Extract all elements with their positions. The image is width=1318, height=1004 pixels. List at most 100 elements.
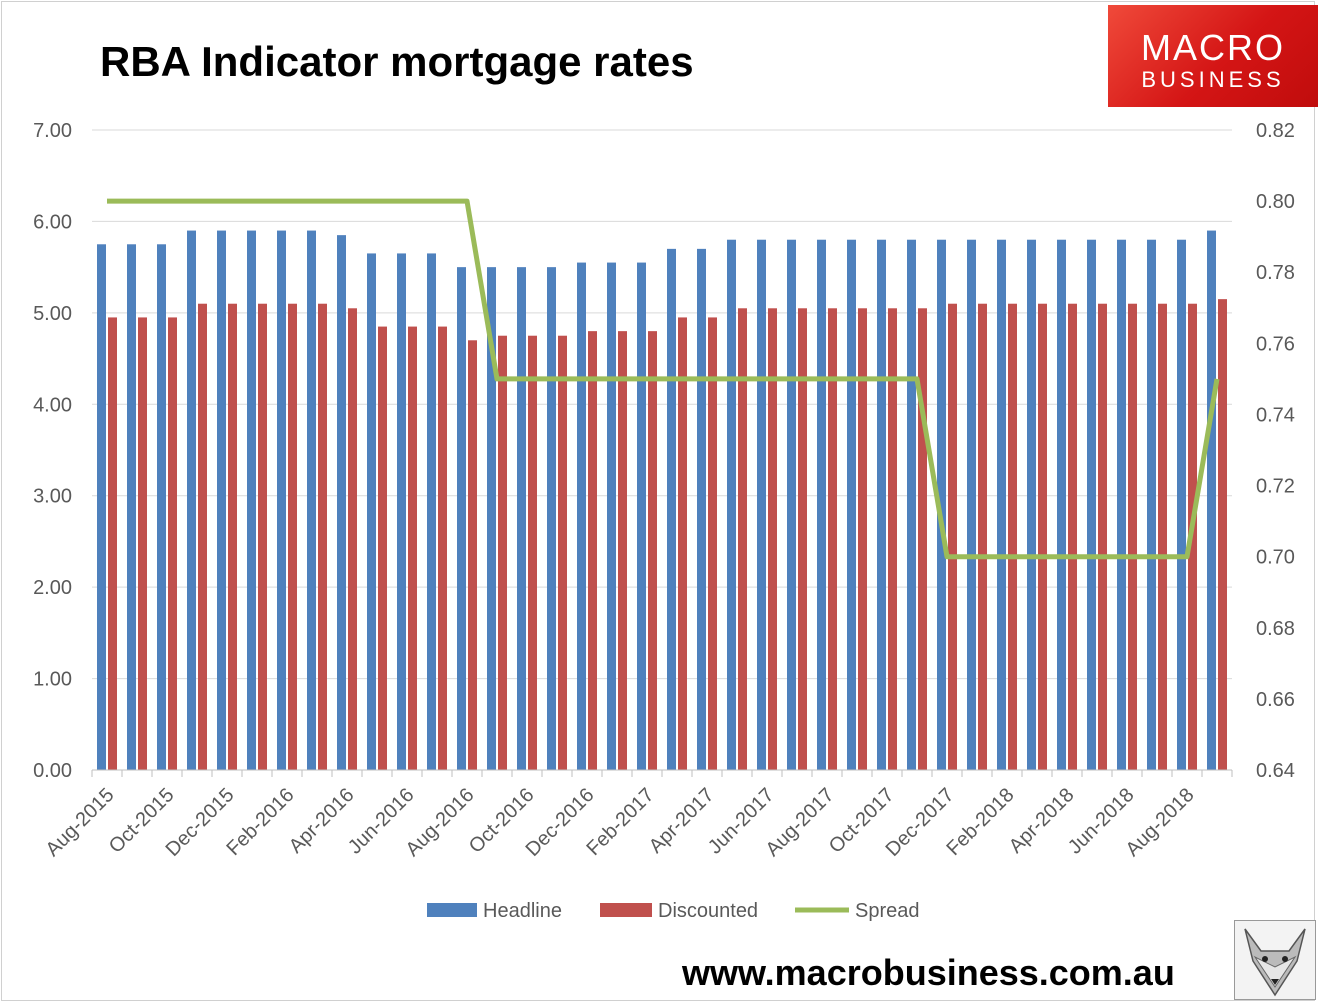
legend-label-discounted: Discounted bbox=[658, 900, 758, 922]
discounted-bar bbox=[438, 326, 447, 770]
discounted-bar bbox=[1158, 303, 1167, 770]
spread-line bbox=[107, 198, 1220, 560]
discounted-bar bbox=[1068, 303, 1077, 770]
discounted-bar bbox=[588, 331, 597, 770]
discounted-bar bbox=[1098, 303, 1107, 770]
headline-bar bbox=[1027, 239, 1036, 770]
headline-bar bbox=[937, 239, 946, 770]
y-left-tick-label: 7.00 bbox=[33, 120, 72, 142]
headline-bar bbox=[97, 244, 106, 771]
discounted-bar bbox=[708, 317, 717, 770]
discounted-bar bbox=[918, 308, 927, 770]
discounted-bar bbox=[1038, 303, 1047, 770]
headline-bar bbox=[637, 262, 646, 770]
y-right-tick-label: 0.78 bbox=[1256, 262, 1295, 284]
headline-bar bbox=[1147, 239, 1156, 770]
discounted-bar bbox=[138, 317, 147, 770]
site-url: www.macrobusiness.com.au bbox=[682, 952, 1175, 993]
discounted-bar bbox=[198, 303, 207, 770]
discounted-bar bbox=[768, 308, 777, 770]
discounted-bar bbox=[258, 303, 267, 770]
x-tick-label: Aug-2015 bbox=[42, 784, 119, 861]
y-left-tick-label: 6.00 bbox=[33, 211, 72, 233]
y-left-tick-label: 1.00 bbox=[33, 669, 72, 691]
y-right-tick-label: 0.82 bbox=[1256, 120, 1295, 142]
discounted-bar bbox=[618, 331, 627, 770]
headline-bar bbox=[817, 239, 826, 770]
legend: Headline Discounted Spread bbox=[427, 900, 920, 922]
headline-bar bbox=[457, 267, 466, 770]
discounted-bar bbox=[648, 331, 657, 770]
discounted-bar bbox=[558, 335, 567, 770]
discounted-bar bbox=[978, 303, 987, 770]
headline-bar bbox=[247, 230, 256, 771]
discounted-bar bbox=[528, 335, 537, 770]
headline-bar bbox=[757, 239, 766, 770]
y-right-tick-label: 0.72 bbox=[1256, 476, 1295, 498]
headline-bar bbox=[1207, 230, 1216, 771]
discounted-bar bbox=[1128, 303, 1137, 770]
headline-bar bbox=[547, 267, 556, 770]
headline-bar bbox=[697, 248, 706, 770]
discounted-bar bbox=[108, 317, 117, 770]
headline-bar bbox=[877, 239, 886, 770]
bars bbox=[97, 230, 1227, 771]
headline-bar bbox=[607, 262, 616, 770]
headline-bar bbox=[907, 239, 916, 770]
headline-bar bbox=[997, 239, 1006, 770]
y-left-tick-label: 4.00 bbox=[33, 394, 72, 416]
discounted-bar bbox=[468, 340, 477, 770]
discounted-bar bbox=[408, 326, 417, 770]
legend-swatch-discounted bbox=[600, 903, 652, 917]
discounted-bar bbox=[678, 317, 687, 770]
y-right-tick-label: 0.80 bbox=[1256, 191, 1295, 213]
y-right-tick-label: 0.66 bbox=[1256, 689, 1295, 711]
discounted-bar bbox=[948, 303, 957, 770]
headline-bar bbox=[1117, 239, 1126, 770]
headline-bar bbox=[217, 230, 226, 771]
headline-bar bbox=[847, 239, 856, 770]
discounted-bar bbox=[888, 308, 897, 770]
headline-bar bbox=[397, 253, 406, 770]
headline-bar bbox=[517, 267, 526, 770]
logo-line-2: BUSINESS bbox=[1141, 67, 1285, 92]
headline-bar bbox=[367, 253, 376, 770]
headline-bar bbox=[277, 230, 286, 771]
headline-bar bbox=[1087, 239, 1096, 770]
legend-label-spread: Spread bbox=[855, 900, 920, 922]
y-right-tick-label: 0.76 bbox=[1256, 333, 1295, 355]
y-left-tick-label: 2.00 bbox=[33, 577, 72, 599]
discounted-bar bbox=[348, 308, 357, 770]
discounted-bar bbox=[288, 303, 297, 770]
headline-bar bbox=[1057, 239, 1066, 770]
y-right-tick-label: 0.70 bbox=[1256, 547, 1295, 569]
headline-bar bbox=[427, 253, 436, 770]
headline-bar bbox=[787, 239, 796, 770]
legend-label-headline: Headline bbox=[483, 900, 562, 922]
discounted-bar bbox=[378, 326, 387, 770]
discounted-bar bbox=[168, 317, 177, 770]
y-left-tick-label: 5.00 bbox=[33, 303, 72, 325]
headline-bar bbox=[127, 244, 136, 771]
headline-bar bbox=[967, 239, 976, 770]
chart-title: RBA Indicator mortgage rates bbox=[100, 38, 694, 85]
discounted-bar bbox=[318, 303, 327, 770]
discounted-bar bbox=[1218, 299, 1227, 770]
headline-bar bbox=[157, 244, 166, 771]
logo-line-1: MACRO bbox=[1141, 27, 1285, 68]
headline-bar bbox=[577, 262, 586, 770]
legend-swatch-headline bbox=[427, 903, 477, 917]
headline-bar bbox=[727, 239, 736, 770]
discounted-bar bbox=[1008, 303, 1017, 770]
discounted-bar bbox=[828, 308, 837, 770]
discounted-bar bbox=[228, 303, 237, 770]
y-right-tick-label: 0.64 bbox=[1256, 760, 1295, 782]
macro-business-logo: MACRO BUSINESS bbox=[1108, 5, 1318, 107]
headline-bar bbox=[667, 248, 676, 770]
y-left-tick-label: 3.00 bbox=[33, 486, 72, 508]
headline-bar bbox=[487, 267, 496, 770]
y-left-tick-label: 0.00 bbox=[33, 760, 72, 782]
discounted-bar bbox=[738, 308, 747, 770]
